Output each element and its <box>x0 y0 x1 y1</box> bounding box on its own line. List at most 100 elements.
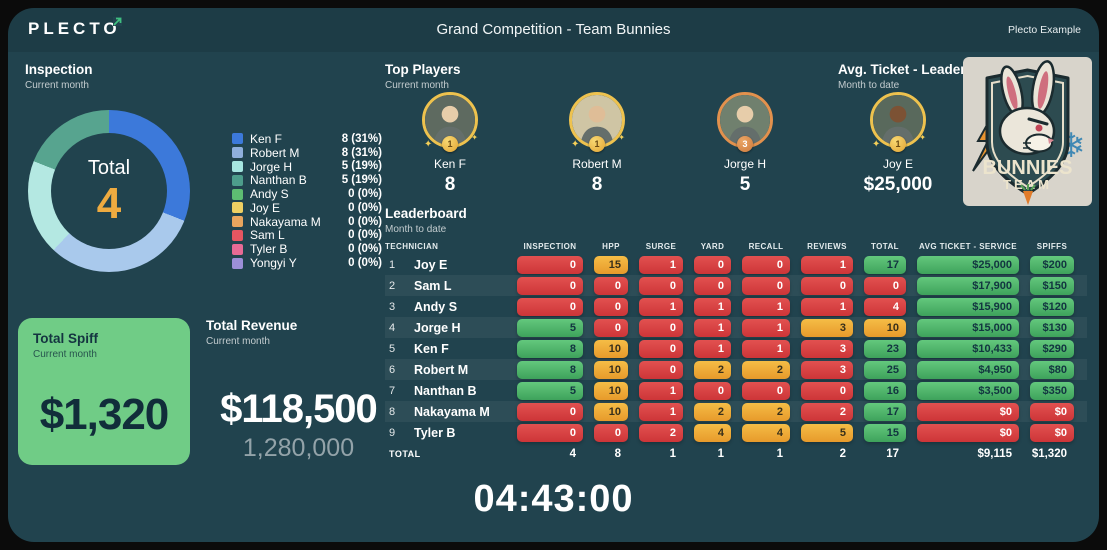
pill-inspection: 8 <box>517 360 583 379</box>
legend-name: Jorge H <box>250 159 293 174</box>
pill-spiffs: $200 <box>1030 255 1074 274</box>
technician-name: Jorge H <box>414 320 461 335</box>
legend-swatch <box>232 216 243 228</box>
total-spiff-title: Total Spiff <box>33 331 98 346</box>
player-value: $25,000 <box>863 174 933 195</box>
pill-hpp: 0 <box>594 276 628 295</box>
legend-swatch <box>232 174 243 186</box>
legend-swatch <box>232 243 243 255</box>
donut-total-label: Total <box>87 156 131 179</box>
total-spiff-subtitle: Current month <box>33 348 97 360</box>
table-row: 2 Sam L 0 0 0 0 0 0 0 $17,900 $150 <box>385 275 1087 296</box>
pill-avg-ticket-service: $3,500 <box>917 381 1019 400</box>
legend-swatch <box>232 147 243 159</box>
inspection-donut-chart: Total 4 <box>28 110 190 272</box>
total-revenue-subtitle: Current month <box>206 335 270 347</box>
top-players-header: Top Players Current month <box>385 62 461 91</box>
logo-arrow-icon <box>112 17 122 26</box>
pill-inspection: 8 <box>517 339 583 358</box>
pill-reviews: 0 <box>801 276 853 295</box>
legend-value: 5 (19%) <box>341 160 382 173</box>
avg-ticket-subtitle: Month to date <box>838 79 900 91</box>
pill-reviews: 1 <box>801 297 853 316</box>
pill-spiffs: $150 <box>1030 276 1074 295</box>
avatar-silhouette-icon <box>425 95 475 145</box>
pill-spiffs: $290 <box>1030 339 1074 358</box>
pill-avg-ticket-service: $0 <box>917 423 1019 442</box>
pill-total: 16 <box>864 381 906 400</box>
legend-item: Nakayama M 0 (0%) <box>232 215 382 229</box>
pill-reviews: 2 <box>801 402 853 421</box>
pill-recall: 0 <box>742 276 790 295</box>
column-header-yard: YARD <box>700 242 725 251</box>
row-rank: 1 <box>389 258 396 271</box>
pill-yard: 4 <box>694 423 731 442</box>
pill-total: 4 <box>864 297 906 316</box>
rank-badge: 3 <box>737 136 753 152</box>
pill-recall: 4 <box>742 423 790 442</box>
avatar-photo <box>422 92 478 148</box>
table-row: 8 Nakayama M 0 10 1 2 2 2 17 $0 $0 <box>385 401 1087 422</box>
pill-avg-ticket-service: $15,000 <box>917 318 1019 337</box>
team-logo-line1: BUNNIES <box>982 157 1072 179</box>
pill-inspection: 5 <box>517 381 583 400</box>
technician-name: Sam L <box>414 278 452 293</box>
pill-surge: 1 <box>639 297 683 316</box>
total-revenue-value: $118,500 <box>220 386 378 431</box>
row-rank: 2 <box>389 279 396 292</box>
pill-avg-ticket-service: $25,000 <box>917 255 1019 274</box>
pill-hpp: 0 <box>594 423 628 442</box>
pill-avg-ticket-service: $15,900 <box>917 297 1019 316</box>
column-header-avg-ticket-service: AVG TICKET - SERVICE <box>919 242 1017 251</box>
total-spiffs: $1,320 <box>1031 448 1067 460</box>
pill-surge: 1 <box>639 255 683 274</box>
pill-surge: 0 <box>639 360 683 379</box>
pill-recall: 1 <box>742 339 790 358</box>
pill-surge: 0 <box>639 318 683 337</box>
pill-inspection: 0 <box>517 297 583 316</box>
total-spiff-value: $1,320 <box>39 389 170 439</box>
sparkle-icon: ✦ <box>618 133 625 142</box>
pill-surge: 0 <box>639 276 683 295</box>
player-name: Joy E <box>882 157 913 171</box>
pill-surge: 2 <box>639 423 683 442</box>
rank-badge: 1 <box>442 136 458 152</box>
pill-spiffs: $130 <box>1030 318 1074 337</box>
inspection-title: Inspection <box>25 62 93 77</box>
column-header-hpp: HPP <box>602 242 620 251</box>
legend-name: Nanthan B <box>250 173 307 188</box>
legend-name: Yongyi Y <box>250 256 297 271</box>
avatar: 1 ✦ ✦ <box>870 92 926 152</box>
column-header-total: TOTAL <box>871 242 899 251</box>
legend-value: 5 (19%) <box>341 174 382 187</box>
pill-inspection: 0 <box>517 423 583 442</box>
avatar: 1 ✦ ✦ <box>569 92 625 152</box>
pill-yard: 0 <box>694 276 731 295</box>
legend-swatch <box>232 188 243 200</box>
legend-item: Nanthan B 5 (19%) <box>232 173 382 187</box>
dashboard-title: Grand Competition - Team Bunnies <box>436 21 671 38</box>
pill-avg-ticket-service: $10,433 <box>917 339 1019 358</box>
legend-name: Ken F <box>250 131 283 146</box>
legend-name: Sam L <box>250 228 285 243</box>
row-rank: 4 <box>389 321 396 334</box>
table-row: 1 Joy E 0 15 1 0 0 1 17 $25,000 $200 <box>385 254 1087 275</box>
pill-inspection: 0 <box>517 276 583 295</box>
leaderboard-rows: 1 Joy E 0 15 1 0 0 1 17 $25,000 $200 2 Sam L 0 0 0 0 0 0 0 $… <box>385 254 1087 443</box>
avatar: 1 ✦ ✦ <box>422 92 478 152</box>
legend-swatch <box>232 133 243 145</box>
team-logo-line2: TEAM <box>1003 177 1052 192</box>
pill-inspection: 0 <box>517 255 583 274</box>
pill-surge: 1 <box>639 381 683 400</box>
technician-name: Andy S <box>414 299 458 314</box>
team-logo-image: ❄ BUNNIES TEAM <box>963 57 1092 206</box>
legend-swatch <box>232 257 243 269</box>
legend-value: 8 (31%) <box>341 146 382 159</box>
pill-recall: 0 <box>742 255 790 274</box>
row-rank: 8 <box>389 405 396 418</box>
pill-recall: 1 <box>742 318 790 337</box>
total-revenue-target: 1,280,000 <box>242 433 355 462</box>
leaderboard-widget: Leaderboard Month to date TECHNICIAN INSP… <box>385 206 1087 460</box>
row-rank: 6 <box>389 363 396 376</box>
